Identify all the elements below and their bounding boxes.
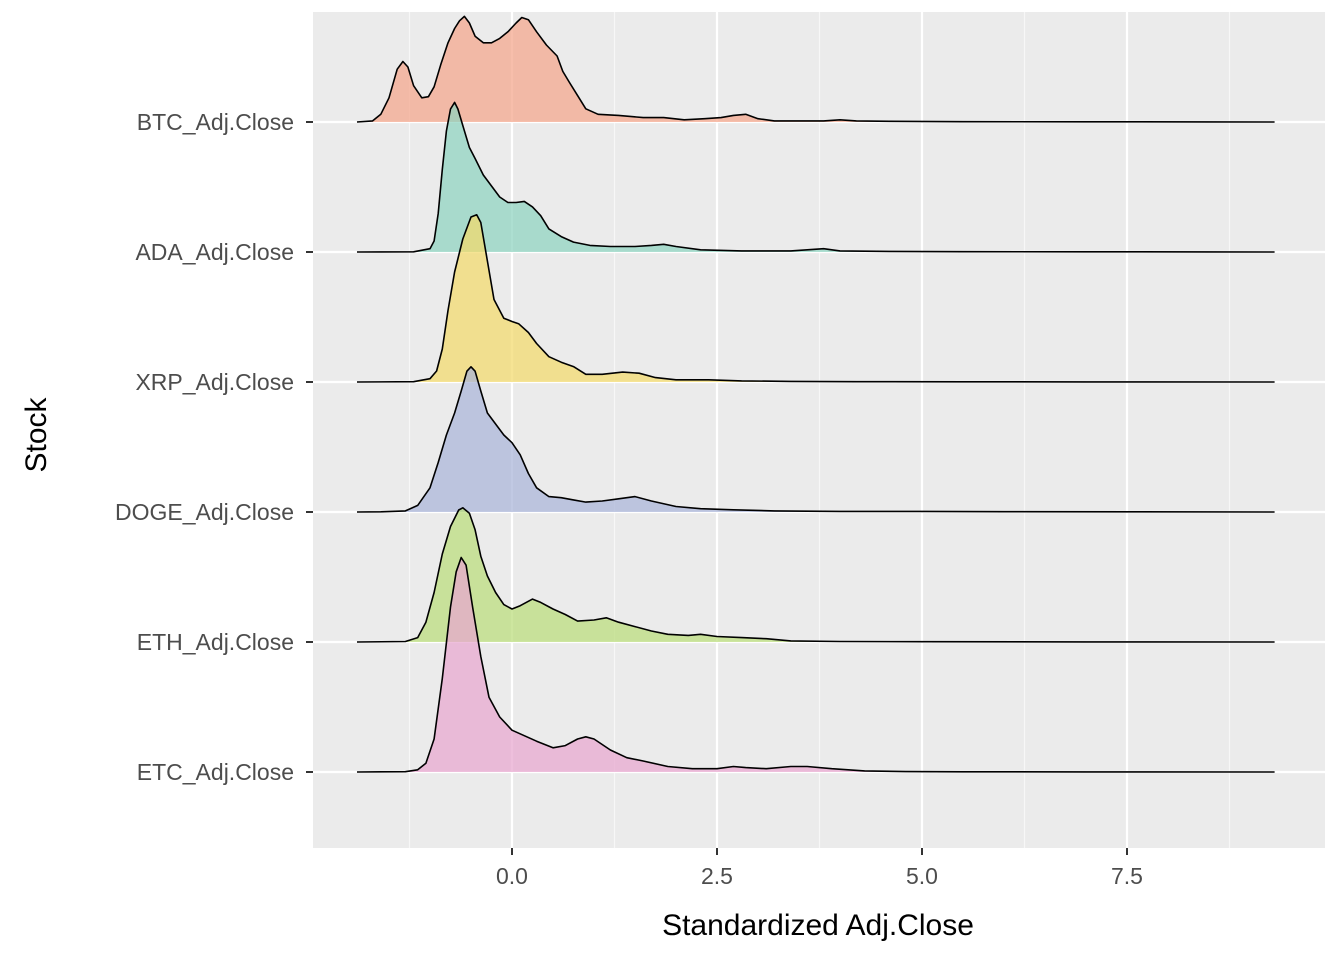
y-tick-label: BTC_Adj.Close	[137, 109, 294, 135]
ridge-fill	[357, 16, 1275, 122]
ridge-fill	[357, 214, 1275, 382]
ridge-ETC_Adj.Close	[356, 556, 1275, 773]
x-tick-label: 2.5	[701, 863, 733, 889]
ridge-ADA_Adj.Close	[356, 101, 1275, 253]
y-tick-label: ETH_Adj.Close	[137, 629, 294, 655]
y-tick-label: DOGE_Adj.Close	[115, 499, 294, 525]
y-axis: BTC_Adj.Close ADA_Adj.Close XRP_Adj.Close D…	[115, 109, 313, 785]
x-tick-label: 7.5	[1111, 863, 1143, 889]
ridge-outline	[356, 556, 1275, 773]
ridge-BTC_Adj.Close	[356, 15, 1275, 123]
ridge-outline	[356, 15, 1275, 123]
ridges	[356, 15, 1275, 773]
x-axis-title: Standardized Adj.Close	[662, 909, 974, 942]
y-tick-label: ADA_Adj.Close	[135, 239, 294, 265]
ridge-fill	[357, 557, 1275, 772]
ridge-fill	[357, 102, 1275, 253]
y-axis-title: Stock	[20, 396, 53, 472]
grid-minor	[408, 12, 1231, 848]
y-tick-label: XRP_Adj.Close	[135, 369, 294, 395]
x-tick-label: 5.0	[906, 863, 938, 889]
ridge-outline	[356, 366, 1275, 513]
y-tick-label: ETC_Adj.Close	[137, 759, 294, 785]
ridge-outline	[356, 507, 1275, 643]
ridge-outline	[356, 214, 1275, 383]
x-tick-label: 0.0	[496, 863, 528, 889]
ridge-outline	[356, 101, 1275, 253]
ridge-DOGE_Adj.Close	[356, 366, 1275, 513]
ridge-XRP_Adj.Close	[356, 214, 1275, 383]
ridge-fill	[357, 366, 1275, 512]
x-axis: 0.0 2.5 5.0 7.5	[496, 848, 1143, 889]
